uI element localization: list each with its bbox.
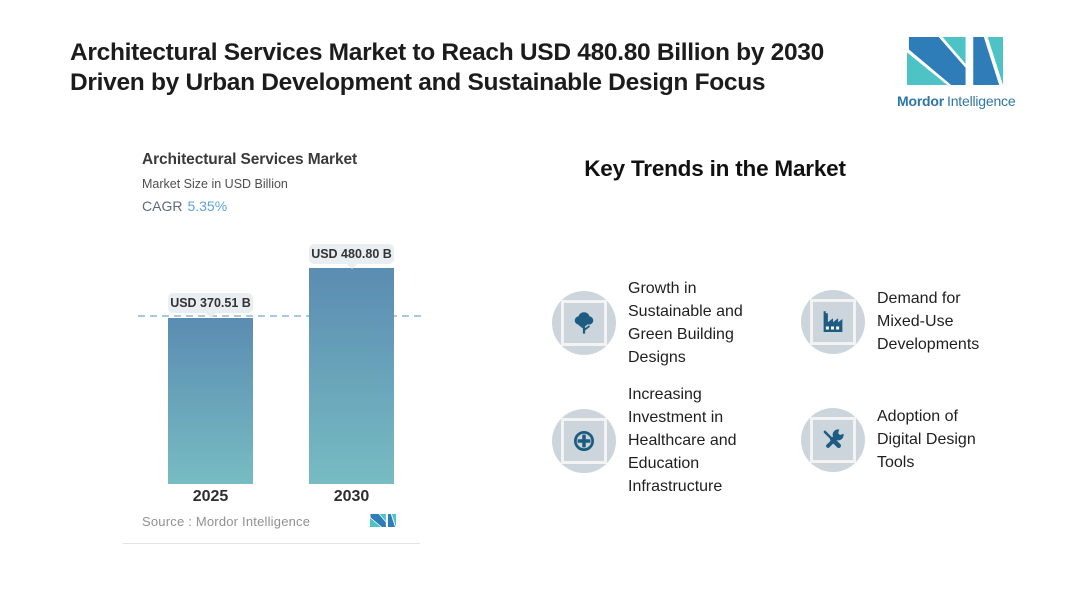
trend-label: Demand for Mixed-Use Developments xyxy=(877,290,980,353)
tree-icon xyxy=(574,312,594,334)
cagr-label: CAGR xyxy=(142,198,183,214)
brand-logo: Mordor Intelligence xyxy=(897,37,1016,109)
reference-dashed-line xyxy=(138,315,423,317)
trend-item-digital-tools: Adoption of Digital Design Tools xyxy=(801,405,1017,474)
badge-frame xyxy=(810,416,856,463)
mordor-intelligence-logo-icon xyxy=(906,37,1003,85)
chart-title: Architectural Services Market xyxy=(142,151,358,168)
trend-label: Increasing Investment in Healthcare and … xyxy=(628,386,737,495)
chart-subtitle: Market Size in USD Billion xyxy=(142,177,288,191)
source-attribution: Source : Mordor Intelligence xyxy=(142,514,311,529)
badge-frame xyxy=(810,298,856,345)
factory-icon xyxy=(823,310,843,332)
tools-icon xyxy=(823,428,844,448)
mini-brand-logo-icon xyxy=(370,514,396,532)
badge-frame xyxy=(561,300,607,346)
brand-name: Mordor Intelligence xyxy=(897,93,1016,109)
trend-label: Adoption of Digital Design Tools xyxy=(877,408,976,471)
page-title: Architectural Services Market to Reach U… xyxy=(70,39,824,96)
bar-2030 xyxy=(309,268,394,484)
trend-label: Growth in Sustainable and Green Building… xyxy=(628,280,743,366)
brand-name-regular: Intelligence xyxy=(947,93,1016,109)
trend-badge xyxy=(801,407,865,472)
trend-badge xyxy=(801,289,865,354)
bar-2025 xyxy=(168,318,253,484)
trends-heading: Key Trends in the Market xyxy=(584,156,846,181)
x-tick-2030: 2030 xyxy=(333,488,370,505)
medical-cross-icon xyxy=(573,430,595,451)
cagr-value: 5.35% xyxy=(187,198,228,214)
chart-cagr: CAGR 5.35% xyxy=(142,198,227,214)
value-label-2030: USD 480.80 B xyxy=(309,244,394,269)
x-tick-2025: 2025 xyxy=(192,488,229,505)
trend-item-mixed-use: Demand for Mixed-Use Developments xyxy=(801,287,1017,356)
value-label-2025: USD 370.51 B xyxy=(168,293,253,318)
trend-item-green-building: Growth in Sustainable and Green Building… xyxy=(552,277,783,369)
badge-frame xyxy=(561,417,607,464)
trend-item-healthcare-education: Increasing Investment in Healthcare and … xyxy=(552,383,783,498)
market-chart-card: Architectural Services Market Market Siz… xyxy=(123,137,423,544)
trend-badge xyxy=(552,291,616,355)
trend-badge xyxy=(552,408,616,473)
brand-name-bold: Mordor xyxy=(897,93,945,109)
